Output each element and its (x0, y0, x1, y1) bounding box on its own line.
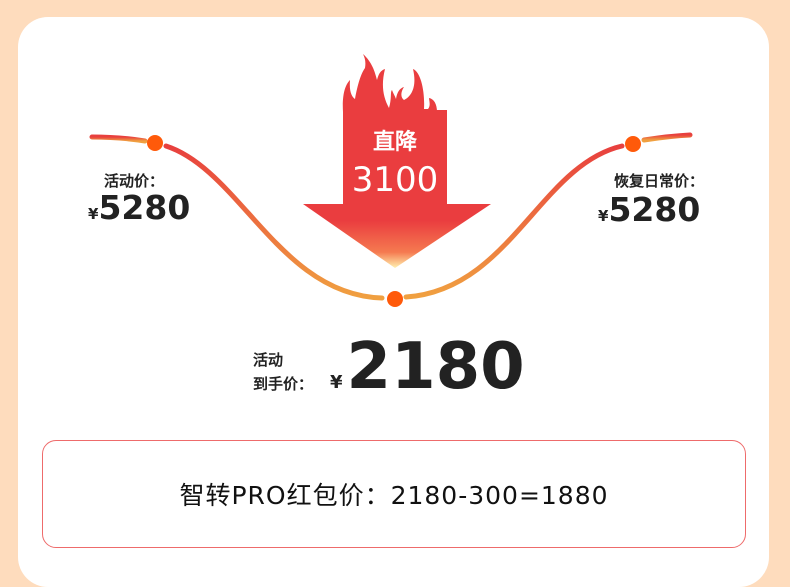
final-price-label-line1: 活动 (253, 351, 284, 369)
currency-symbol: ¥ (88, 205, 99, 223)
coupon-price-box: 智转PRO红包价：2180-300=1880 (42, 440, 746, 548)
drop-label: 直降 (372, 130, 417, 155)
left-price-dot (147, 135, 163, 151)
left-price-label: 活动价： (104, 172, 165, 190)
final-price-value: 2180 (346, 330, 525, 404)
coupon-price-text: 智转PRO红包价：2180-300=1880 (179, 481, 609, 510)
final-price-label: 活动 到手价： (253, 348, 313, 396)
currency-symbol: ¥ (330, 372, 343, 393)
drop-amount: 3100 (351, 160, 439, 200)
final-price-label-line2: 到手价： (253, 375, 314, 393)
final-price-dot (387, 291, 403, 307)
right-price-dot (625, 136, 641, 152)
left-price-value: 5280 (98, 188, 191, 227)
final-price: ¥2180 (330, 330, 525, 404)
fire-arrow-icon (303, 54, 491, 268)
price-curve (89, 132, 693, 301)
right-price-value: 5280 (608, 190, 701, 229)
right-price-label: 恢复日常价： (614, 172, 705, 190)
left-price: ¥5280 (88, 188, 190, 227)
right-price: ¥5280 (598, 190, 700, 229)
currency-symbol: ¥ (598, 207, 609, 225)
